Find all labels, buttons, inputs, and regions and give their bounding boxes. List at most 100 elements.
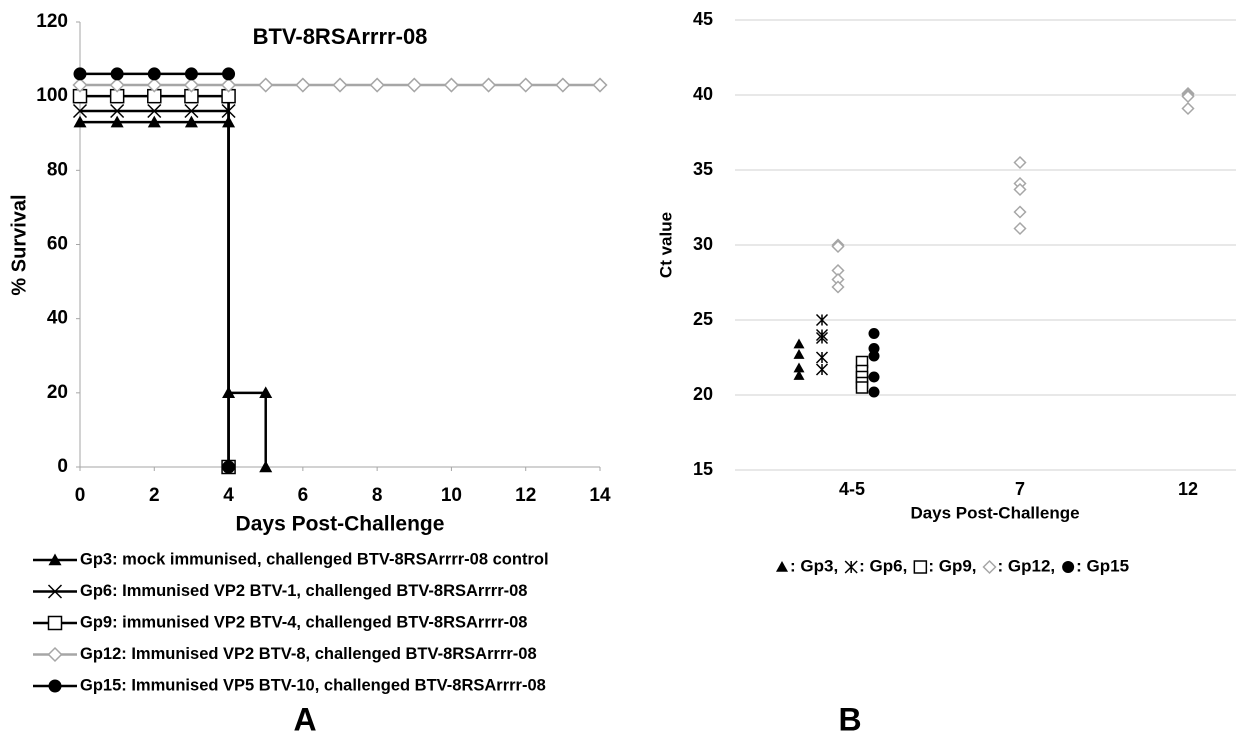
series-line: [80, 109, 230, 467]
y-tick-label: 35: [693, 159, 713, 179]
x-axis-label: Days Post-Challenge: [236, 513, 445, 536]
marker-triangle: [147, 115, 161, 128]
marker-star: [815, 351, 829, 364]
marker-triangle: [776, 561, 788, 572]
legend-label: : Gp9,: [928, 556, 976, 575]
y-axis-label: Ct value: [656, 212, 675, 278]
marker-x: [147, 103, 162, 119]
panel-label: A: [293, 701, 316, 737]
marker-triangle: [184, 115, 198, 128]
chart-title: BTV-8RSArrrr-08: [253, 24, 428, 49]
legend-label: : Gp15: [1076, 556, 1129, 575]
marker-diamond: [831, 280, 845, 294]
marker-x: [221, 103, 236, 119]
series-line: [80, 72, 230, 467]
marker-triangle: [222, 386, 236, 399]
legend-label: Gp3: mock immunised, challenged BTV-8RSA…: [80, 550, 549, 568]
y-axis-label: % Survival: [8, 194, 30, 295]
y-tick-label: 0: [57, 456, 68, 477]
marker-circle: [48, 679, 62, 693]
marker-diamond: [443, 77, 459, 93]
y-tick-label: 120: [36, 11, 68, 32]
marker-triangle: [110, 115, 124, 128]
marker-diamond: [518, 77, 534, 93]
marker-diamond: [109, 77, 125, 93]
y-tick-label: 40: [693, 84, 713, 104]
x-tick-label: 8: [372, 485, 383, 506]
x-tick-label: 7: [1015, 479, 1025, 499]
marker-circle: [222, 460, 236, 474]
marker-diamond: [221, 77, 237, 93]
marker-circle: [147, 67, 161, 81]
series-line: [80, 120, 267, 467]
marker-triangle: [73, 115, 87, 128]
y-tick-label: 15: [693, 459, 713, 479]
marker-diamond: [1013, 155, 1027, 170]
y-tick-label: 20: [47, 382, 68, 403]
legend-label: Gp12: Immunised VP2 BTV-8, challenged BT…: [80, 645, 537, 663]
marker-x: [47, 584, 63, 599]
x-axis-label: Days Post-Challenge: [910, 503, 1079, 522]
legend-label: : Gp12,: [998, 556, 1056, 575]
marker-star: [815, 331, 829, 345]
marker-circle: [73, 67, 87, 81]
marker-triangle: [259, 460, 273, 473]
y-tick-label: 60: [47, 234, 68, 255]
marker-diamond: [183, 77, 199, 93]
marker-diamond: [555, 77, 571, 93]
marker-diamond: [481, 77, 497, 93]
marker-diamond: [1013, 221, 1027, 236]
panel-label: B: [838, 701, 861, 737]
marker-diamond: [406, 77, 422, 93]
marker-square: [855, 381, 869, 394]
y-tick-label: 45: [693, 9, 713, 29]
x-tick-label: 4: [223, 485, 234, 506]
marker-diamond: [1013, 182, 1027, 197]
y-tick-label: 100: [36, 85, 68, 106]
y-tick-label: 20: [693, 384, 713, 404]
marker-diamond: [1181, 101, 1195, 116]
x-tick-label: 12: [1178, 479, 1198, 499]
x-tick-label: 12: [515, 485, 536, 506]
marker-x: [184, 103, 199, 119]
legend-label: Gp15: Immunised VP5 BTV-10, challenged B…: [80, 676, 546, 694]
x-tick-label: 2: [149, 485, 160, 506]
marker-x: [72, 103, 88, 119]
marker-circle: [868, 350, 880, 362]
marker-diamond: [369, 77, 385, 93]
marker-diamond: [592, 77, 608, 93]
series-line: [80, 94, 230, 467]
marker-diamond: [47, 646, 63, 663]
legend-label: : Gp3,: [790, 556, 838, 575]
x-tick-label: 14: [589, 485, 611, 506]
marker-diamond: [1013, 205, 1027, 219]
legend-label: Gp6: Immunised VP2 BTV-1, challenged BTV…: [80, 582, 527, 600]
marker-square: [47, 615, 63, 631]
y-tick-label: 40: [47, 308, 68, 329]
marker-diamond: [831, 239, 845, 254]
marker-triangle: [793, 362, 805, 373]
marker-star: [815, 363, 829, 376]
legend-label: : Gp6,: [859, 556, 907, 575]
marker-diamond: [295, 77, 311, 93]
marker-diamond: [982, 559, 997, 575]
marker-diamond: [258, 77, 274, 93]
x-tick-label: 10: [441, 485, 462, 506]
marker-circle: [222, 67, 236, 81]
marker-circle: [184, 67, 198, 81]
y-tick-label: 80: [47, 159, 68, 180]
marker-diamond: [146, 77, 162, 93]
marker-triangle: [48, 553, 62, 566]
marker-star: [844, 560, 858, 574]
legend-label: Gp9: immunised VP2 BTV-4, challenged BTV…: [80, 613, 527, 631]
marker-circle: [868, 371, 880, 383]
x-tick-label: 4-5: [839, 479, 865, 499]
marker-circle: [1062, 561, 1075, 573]
marker-star: [815, 313, 829, 327]
marker-triangle: [793, 338, 805, 349]
x-tick-label: 6: [298, 485, 309, 506]
marker-circle: [868, 386, 880, 398]
marker-square: [913, 560, 928, 574]
marker-diamond: [72, 77, 88, 93]
